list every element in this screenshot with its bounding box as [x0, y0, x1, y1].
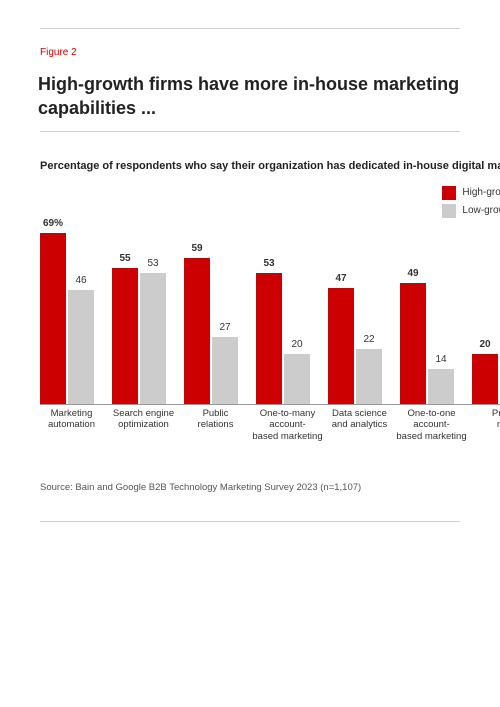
bar-high: [328, 288, 354, 404]
figure-title: High-growth firms have more in-house mar…: [38, 72, 460, 121]
legend-swatch-high: [442, 186, 456, 200]
figure-label: Figure 2: [40, 47, 460, 58]
bar-low: [68, 290, 94, 403]
bar-high: [184, 258, 210, 404]
bar-label-low: 20: [283, 339, 311, 350]
bar-label-high: 69%: [40, 218, 67, 229]
bar-low: [428, 369, 454, 404]
bar-low: [140, 273, 166, 404]
bar-low: [212, 337, 238, 404]
category-label: Marketingautomation: [40, 408, 107, 432]
bar-label-low: 46: [67, 275, 95, 286]
rule-mid: [40, 131, 460, 132]
bar-low: [356, 349, 382, 403]
bar-high: [40, 233, 66, 403]
bar-label-high: 53: [255, 258, 283, 269]
legend: High-grow Low-grow: [442, 186, 500, 222]
legend-item-low: Low-grow: [442, 204, 500, 218]
category-label: Search engineoptimization: [108, 408, 179, 432]
category-label: Data scienceand analytics: [324, 408, 395, 432]
bar-label-high: 59: [183, 243, 211, 254]
bar-label-high: 20: [471, 339, 499, 350]
bar-high: [256, 273, 282, 404]
rule-bottom: [40, 521, 460, 522]
rule-top: [40, 28, 460, 29]
plot-area: 69%465553592753204722491420: [40, 220, 500, 405]
legend-label-high: High-grow: [462, 187, 500, 198]
bar-label-high: 55: [111, 253, 139, 264]
legend-swatch-low: [442, 204, 456, 218]
category-label: One-to-one account-based marketing: [396, 408, 467, 444]
bar-high: [112, 268, 138, 404]
source-note: Source: Bain and Google B2B Technology M…: [40, 482, 500, 493]
bar-label-high: 47: [327, 273, 355, 284]
bar-low: [284, 354, 310, 403]
legend-item-high: High-grow: [442, 186, 500, 200]
bar-label-low: 14: [427, 354, 455, 365]
chart: High-grow Low-grow 69%465553592753204722…: [40, 180, 500, 470]
legend-label-low: Low-grow: [462, 205, 500, 216]
category-label: Publicrelations: [180, 408, 251, 432]
bar-label-low: 53: [139, 258, 167, 269]
bar-high: [400, 283, 426, 404]
figure-container: Figure 2 High-growth firms have more in-…: [0, 28, 500, 707]
figure-subtitle: Percentage of respondents who say their …: [40, 160, 500, 172]
category-label: One-to-many account-based marketing: [252, 408, 323, 444]
bar-high: [472, 354, 498, 403]
bar-label-high: 49: [399, 268, 427, 279]
bar-label-low: 22: [355, 334, 383, 345]
category-label: Progrma: [468, 408, 500, 432]
bar-label-low: 27: [211, 322, 239, 333]
